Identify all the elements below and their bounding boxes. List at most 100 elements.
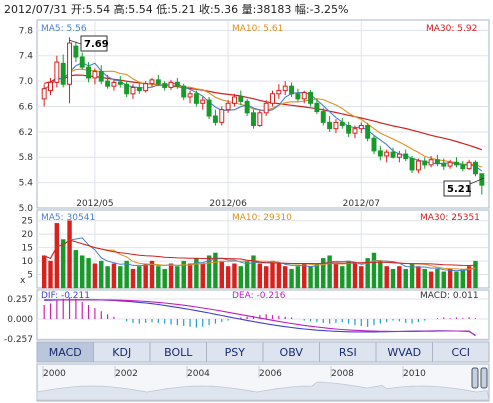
candle-body <box>403 153 409 160</box>
candle-body <box>244 100 250 114</box>
quote-header: 2012/07/31 开:5.54 高:5.54 低:5.21 收:5.36 量… <box>4 2 349 16</box>
candle-body <box>441 163 447 167</box>
candlesticks <box>41 37 485 195</box>
volume-bar <box>187 263 193 289</box>
tab-cci[interactable]: CCI <box>432 341 490 363</box>
candle-body <box>447 161 453 167</box>
volume-bar <box>441 271 446 289</box>
candle-body <box>453 161 459 166</box>
candle-body <box>67 42 73 85</box>
volume-bar <box>67 220 72 289</box>
volume-y-axis: 25 20 15 10 5 <box>22 217 34 281</box>
volume-bar <box>454 271 459 289</box>
dea-path <box>44 299 476 337</box>
price-x-tick: 2012/07 <box>343 199 380 209</box>
volume-bar <box>276 263 282 289</box>
candle-body <box>434 159 440 165</box>
volume-bar <box>359 266 364 289</box>
ma5-path <box>43 62 483 172</box>
price-y-tick: 7.4 <box>19 52 34 62</box>
high-label: 7.69 <box>84 39 109 50</box>
volume-bar <box>314 263 320 289</box>
volume-bar <box>416 266 421 289</box>
candle-body <box>41 88 47 100</box>
volume-bar <box>302 263 307 289</box>
candle-body <box>225 102 231 111</box>
candle-body <box>473 161 478 175</box>
tab-boll[interactable]: BOLL <box>149 341 207 363</box>
volume-bar <box>168 263 174 289</box>
navigator-history-area <box>36 381 490 401</box>
low-label: 5.21 <box>447 184 472 195</box>
candle-body <box>377 150 383 157</box>
volume-bar <box>371 252 377 289</box>
volume-bar <box>118 266 123 289</box>
candle-body <box>295 93 301 100</box>
volume-bar <box>321 258 326 289</box>
candle-body <box>409 158 415 171</box>
macd-bars <box>43 297 477 328</box>
tab-obv[interactable]: OBV <box>262 341 320 363</box>
candle-body <box>193 93 199 104</box>
candle-body <box>86 66 92 79</box>
nav-handle-right[interactable] <box>480 367 488 389</box>
vol-ma5-legend: MA5: 30541 <box>41 213 95 223</box>
volume-bar <box>327 255 332 289</box>
vol-ma10-legend: MA10: 29310 <box>232 213 292 223</box>
volume-bar <box>48 260 53 289</box>
volume-ma-lines <box>44 237 476 272</box>
macd-y-tick: 0.000 <box>7 315 33 325</box>
volume-bar <box>346 260 351 289</box>
candle-body <box>92 71 98 79</box>
volume-bar <box>289 268 294 289</box>
candle-body <box>263 102 269 114</box>
volume-bar <box>149 260 155 289</box>
navigator-year-label: 2006 <box>259 369 282 379</box>
volume-bar <box>333 263 339 289</box>
volume-bar <box>137 266 142 289</box>
volume-unit: x <box>20 276 26 286</box>
candle-body <box>98 71 104 82</box>
candle-body <box>460 164 466 170</box>
candle-body <box>143 83 149 92</box>
volume-bar <box>270 260 275 289</box>
candle-body <box>162 83 168 88</box>
volume-y-tick: 20 <box>22 230 34 240</box>
volume-bar <box>340 266 345 289</box>
candle-body <box>270 93 275 104</box>
volume-bar <box>384 266 389 289</box>
volume-bar <box>124 260 129 289</box>
volume-bar <box>295 266 301 289</box>
candle-body <box>276 90 282 95</box>
high-label-box <box>80 35 108 52</box>
volume-bar <box>73 250 79 289</box>
candle-body <box>168 81 174 88</box>
volume-bar <box>219 260 224 289</box>
price-x-tick: 2012/06 <box>209 199 247 209</box>
tab-wvad[interactable]: WVAD <box>375 341 433 363</box>
candle-body <box>327 121 333 130</box>
volume-bar <box>422 268 427 289</box>
candle-body <box>181 85 187 98</box>
volume-bar <box>111 263 117 289</box>
price-y-tick: 5.8 <box>19 153 34 163</box>
candle-body <box>219 109 225 123</box>
price-y-tick: 6.6 <box>19 102 34 112</box>
tab-psy[interactable]: PSY <box>206 341 264 363</box>
tab-cci-bg <box>432 341 490 363</box>
tab-macd[interactable]: MACD <box>36 341 94 363</box>
tab-kdj[interactable]: KDJ <box>93 341 151 363</box>
candle-body <box>54 61 60 83</box>
ma30-legend: MA30: 5.92 <box>426 24 477 34</box>
volume-bar <box>397 266 402 289</box>
volume-bar <box>308 266 313 289</box>
nav-handle-left[interactable] <box>471 367 479 389</box>
volume-bar <box>435 268 440 289</box>
ma5-legend: MA5: 5.56 <box>41 24 87 34</box>
tab-rsi[interactable]: RSI <box>319 341 377 363</box>
navigator-year-label: 2010 <box>403 369 426 379</box>
volume-bar <box>352 263 358 289</box>
candle-body <box>111 81 117 87</box>
candle-body <box>352 128 358 134</box>
